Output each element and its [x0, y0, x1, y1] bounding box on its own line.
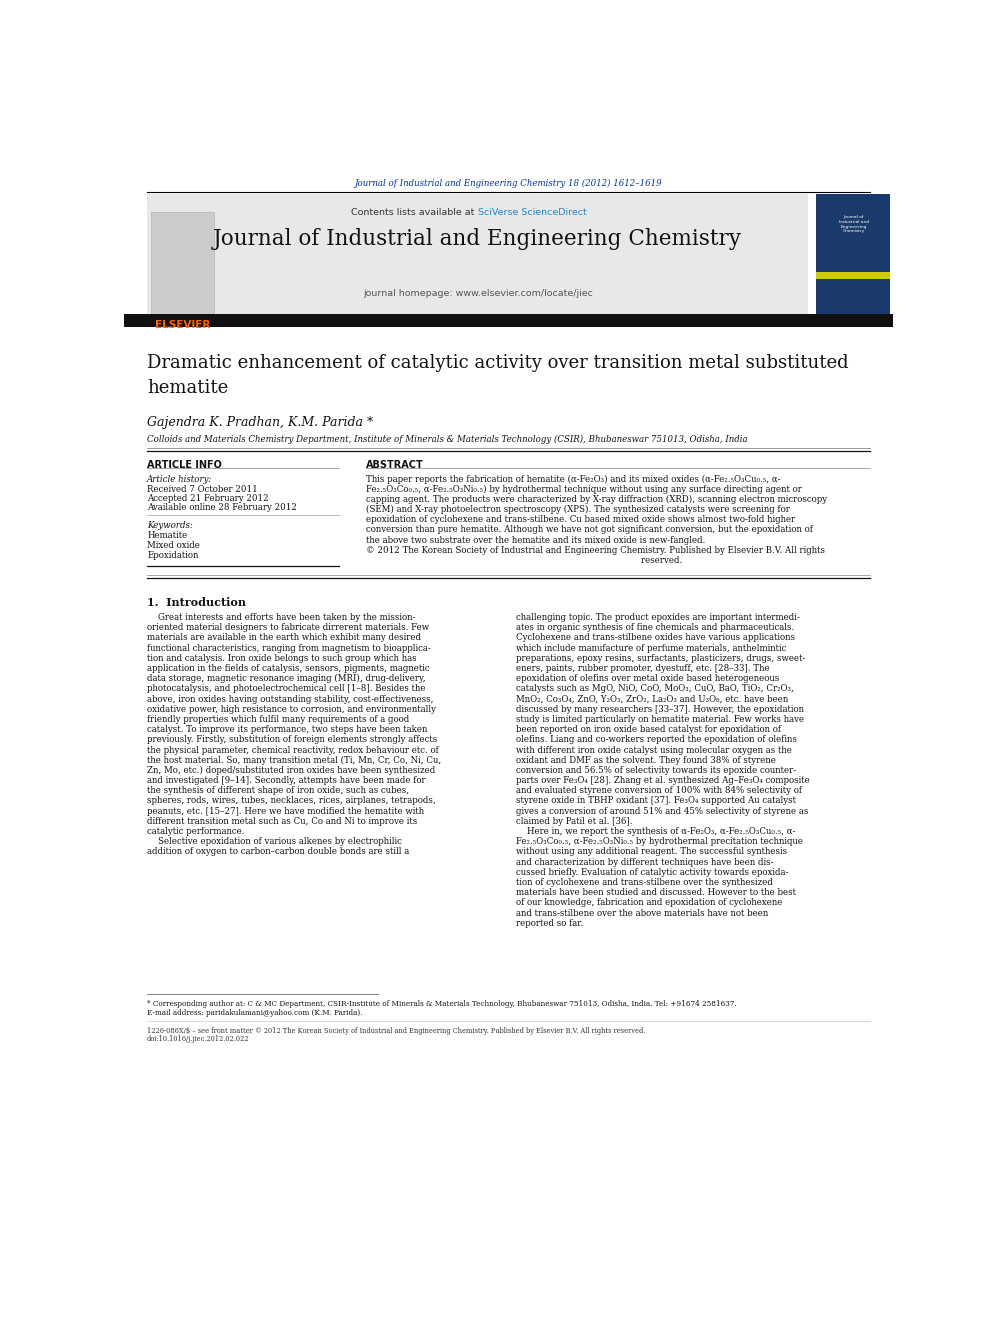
Text: spheres, rods, wires, tubes, necklaces, rices, airplanes, tetrapods,: spheres, rods, wires, tubes, necklaces, …	[147, 796, 435, 806]
Text: the above two substrate over the hematite and its mixed oxide is new-fangled.: the above two substrate over the hematit…	[366, 536, 705, 545]
Text: Mixed oxide: Mixed oxide	[147, 541, 200, 549]
Text: gives a conversion of around 51% and 45% selectivity of styrene as: gives a conversion of around 51% and 45%…	[516, 807, 808, 816]
Text: the host material. So, many transition metal (Ti, Mn, Cr, Co, Ni, Cu,: the host material. So, many transition m…	[147, 755, 441, 765]
Text: oriented material designers to fabricate dirrerent materials. Few: oriented material designers to fabricate…	[147, 623, 430, 632]
Text: doi:10.1016/j.jiec.2012.02.022: doi:10.1016/j.jiec.2012.02.022	[147, 1035, 250, 1043]
Text: functional characteristics, ranging from magnetism to bioapplica-: functional characteristics, ranging from…	[147, 644, 431, 652]
Text: Great interests and efforts have been taken by the mission-: Great interests and efforts have been ta…	[147, 613, 416, 622]
Text: friendly properties which fulfil many requirements of a good: friendly properties which fulfil many re…	[147, 714, 410, 724]
Text: ates in organic synthesis of fine chemicals and pharmaceuticals.: ates in organic synthesis of fine chemic…	[516, 623, 795, 632]
Text: claimed by Patil et al. [36].: claimed by Patil et al. [36].	[516, 816, 633, 826]
Text: ELSEVIER: ELSEVIER	[155, 320, 210, 329]
Text: Fe₂.₅O₃Co₀.₅, α-Fe₂.₅O₃Ni₀.₅) by hydrothermal technique without using any surfac: Fe₂.₅O₃Co₀.₅, α-Fe₂.₅O₃Ni₀.₅) by hydroth…	[366, 484, 803, 493]
Text: conversion and 56.5% of selectivity towards its epoxide counter-: conversion and 56.5% of selectivity towa…	[516, 766, 797, 775]
Text: the physical parameter, chemical reactivity, redox behaviour etc. of: the physical parameter, chemical reactiv…	[147, 746, 438, 754]
Text: application in the fields of catalysis, sensors, pigments, magnetic: application in the fields of catalysis, …	[147, 664, 430, 673]
Text: Journal of Industrial and Engineering Chemistry 18 (2012) 1612–1619: Journal of Industrial and Engineering Ch…	[354, 179, 663, 188]
Text: catalysts such as MgO, NiO, CoO, MoO₃, CuO, BaO, TiO₂, Cr₂O₃,: catalysts such as MgO, NiO, CoO, MoO₃, C…	[516, 684, 794, 693]
Text: above, iron oxides having outstanding stability, cost-effectiveness,: above, iron oxides having outstanding st…	[147, 695, 434, 704]
Text: epoxidation of olefins over metal oxide based heterogeneous: epoxidation of olefins over metal oxide …	[516, 675, 780, 683]
Text: Epoxidation: Epoxidation	[147, 550, 198, 560]
Bar	[124, 314, 893, 327]
Text: Dramatic enhancement of catalytic activity over transition metal substituted
hem: Dramatic enhancement of catalytic activi…	[147, 355, 849, 397]
Text: * Corresponding author at: C & MC Department, CSIR-Institute of Minerals & Mater: * Corresponding author at: C & MC Depart…	[147, 1000, 737, 1008]
Text: (SEM) and X-ray photoelectron spectroscopy (XPS). The synthesized catalysts were: (SEM) and X-ray photoelectron spectrosco…	[366, 505, 790, 515]
Text: oxidant and DMF as the solvent. They found 38% of styrene: oxidant and DMF as the solvent. They fou…	[516, 755, 776, 765]
Text: conversion than pure hematite. Although we have not got significant conversion, : conversion than pure hematite. Although …	[366, 525, 813, 534]
Text: E-mail address: paridakulamani@yahoo.com (K.M. Parida).: E-mail address: paridakulamani@yahoo.com…	[147, 1009, 362, 1017]
Text: previously. Firstly, substitution of foreign elements strongly affects: previously. Firstly, substitution of for…	[147, 736, 437, 745]
Text: Contents lists available at: Contents lists available at	[351, 208, 478, 217]
Text: photocatalysis, and photoelectrochemical cell [1–8]. Besides the: photocatalysis, and photoelectrochemical…	[147, 684, 426, 693]
Text: Available online 28 February 2012: Available online 28 February 2012	[147, 503, 297, 512]
Text: SciVerse ScienceDirect: SciVerse ScienceDirect	[478, 208, 586, 217]
Bar	[147, 194, 808, 320]
Text: without using any additional reagent. The successful synthesis: without using any additional reagent. Th…	[516, 848, 788, 856]
Text: capping agent. The products were characterized by X-ray diffraction (XRD), scann: capping agent. The products were charact…	[366, 495, 827, 504]
Text: with different iron oxide catalyst using molecular oxygen as the: with different iron oxide catalyst using…	[516, 746, 792, 754]
Text: 1226-086X/$ – see front matter © 2012 The Korean Society of Industrial and Engin: 1226-086X/$ – see front matter © 2012 Th…	[147, 1027, 646, 1035]
Text: and evaluated styrene conversion of 100% with 84% selectivity of: and evaluated styrene conversion of 100%…	[516, 786, 803, 795]
Text: reserved.: reserved.	[366, 556, 682, 565]
Text: Received 7 October 2011: Received 7 October 2011	[147, 484, 258, 493]
Text: © 2012 The Korean Society of Industrial and Engineering Chemistry. Published by : © 2012 The Korean Society of Industrial …	[366, 546, 825, 554]
Text: olefins. Liang and co-workers reported the epoxidation of olefins: olefins. Liang and co-workers reported t…	[516, 736, 797, 745]
Text: Journal of
Industrial and
Engineering
Chemistry: Journal of Industrial and Engineering Ch…	[838, 214, 869, 233]
Text: different transition metal such as Cu, Co and Ni to improve its: different transition metal such as Cu, C…	[147, 816, 418, 826]
Text: peanuts, etc. [15–27]. Here we have modified the hematite with: peanuts, etc. [15–27]. Here we have modi…	[147, 807, 425, 816]
Text: challenging topic. The product epoxides are important intermedi-: challenging topic. The product epoxides …	[516, 613, 800, 622]
Text: addition of oxygen to carbon–carbon double bonds are still a: addition of oxygen to carbon–carbon doub…	[147, 848, 410, 856]
Text: preparations, epoxy resins, surfactants, plasticizers, drugs, sweet-: preparations, epoxy resins, surfactants,…	[516, 654, 806, 663]
Text: Gajendra K. Pradhan, K.M. Parida *: Gajendra K. Pradhan, K.M. Parida *	[147, 417, 373, 430]
Text: and investigated [9–14]. Secondly, attempts have been made for: and investigated [9–14]. Secondly, attem…	[147, 777, 426, 785]
Bar	[815, 271, 891, 279]
Text: the synthesis of different shape of iron oxide, such as cubes,: the synthesis of different shape of iron…	[147, 786, 409, 795]
Text: This paper reports the fabrication of hematite (α-Fe₂O₃) and its mixed oxides (α: This paper reports the fabrication of he…	[366, 475, 781, 484]
Text: Keywords:: Keywords:	[147, 521, 192, 531]
Text: discussed by many researchers [33–37]. However, the epoxidation: discussed by many researchers [33–37]. H…	[516, 705, 805, 714]
Text: Journal of Industrial and Engineering Chemistry: Journal of Industrial and Engineering Ch…	[213, 228, 742, 250]
Text: data storage, magnetic resonance imaging (MRI), drug-delivery,: data storage, magnetic resonance imaging…	[147, 675, 426, 684]
Text: ABSTRACT: ABSTRACT	[366, 460, 424, 470]
Text: 1.  Introduction: 1. Introduction	[147, 597, 246, 607]
Text: journal homepage: www.elsevier.com/locate/jiec: journal homepage: www.elsevier.com/locat…	[363, 290, 592, 298]
Text: MnO₂, Co₃O₄, ZnO, Y₂O₃, ZrO₂, La₂O₃ and U₃O₈, etc. have been: MnO₂, Co₃O₄, ZnO, Y₂O₃, ZrO₂, La₂O₃ and …	[516, 695, 789, 704]
Text: epoxidation of cyclohexene and trans-stilbene. Cu based mixed oxide shows almost: epoxidation of cyclohexene and trans-sti…	[366, 515, 796, 524]
Text: Here in, we report the synthesis of α-Fe₂O₃, α-Fe₂.₅O₃Cu₀.₅, α-: Here in, we report the synthesis of α-Fe…	[516, 827, 796, 836]
Text: materials are available in the earth which exhibit many desired: materials are available in the earth whi…	[147, 634, 421, 643]
Text: Fe₂.₅O₃Co₀.₅, α-Fe₂.₅O₃Ni₀.₅ by hydrothermal precitation technique: Fe₂.₅O₃Co₀.₅, α-Fe₂.₅O₃Ni₀.₅ by hydrothe…	[516, 837, 804, 847]
Text: Cyclohexene and trans-stilbene oxides have various applications: Cyclohexene and trans-stilbene oxides ha…	[516, 634, 796, 643]
Text: eners, paints, rubber promoter, dyestuff, etc. [28–33]. The: eners, paints, rubber promoter, dyestuff…	[516, 664, 770, 673]
Text: and trans-stilbene over the above materials have not been: and trans-stilbene over the above materi…	[516, 909, 769, 918]
Text: tion and catalysis. Iron oxide belongs to such group which has: tion and catalysis. Iron oxide belongs t…	[147, 654, 417, 663]
Text: ARTICLE INFO: ARTICLE INFO	[147, 460, 222, 470]
Text: materials have been studied and discussed. However to the best: materials have been studied and discusse…	[516, 888, 797, 897]
Text: and characterization by different techniques have been dis-: and characterization by different techni…	[516, 857, 774, 867]
Bar	[151, 212, 214, 314]
Text: catalytic performance.: catalytic performance.	[147, 827, 245, 836]
Text: Selective epoxidation of various alkenes by electrophilic: Selective epoxidation of various alkenes…	[147, 837, 402, 847]
Text: oxidative power, high resistance to corrosion, and environmentally: oxidative power, high resistance to corr…	[147, 705, 436, 714]
Text: Colloids and Materials Chemistry Department, Institute of Minerals & Materials T: Colloids and Materials Chemistry Departm…	[147, 435, 748, 445]
Text: been reported on iron oxide based catalyst for epoxidation of: been reported on iron oxide based cataly…	[516, 725, 781, 734]
Text: study is limited particularly on hematite material. Few works have: study is limited particularly on hematit…	[516, 714, 805, 724]
Text: tion of cyclohexene and trans-stilbene over the synthesized: tion of cyclohexene and trans-stilbene o…	[516, 878, 773, 886]
Text: styrene oxide in TBHP oxidant [37]. Fe₃O₄ supported Au catalyst: styrene oxide in TBHP oxidant [37]. Fe₃O…	[516, 796, 797, 806]
Text: Hematite: Hematite	[147, 531, 187, 540]
Text: which include manufacture of perfume materials, anthelmintic: which include manufacture of perfume mat…	[516, 644, 787, 652]
Text: cussed briefly. Evaluation of catalytic activity towards epoxida-: cussed briefly. Evaluation of catalytic …	[516, 868, 789, 877]
Text: Zn, Mo, etc.) doped/substituted iron oxides have been synthesized: Zn, Mo, etc.) doped/substituted iron oxi…	[147, 766, 435, 775]
Text: reported so far.: reported so far.	[516, 918, 583, 927]
Text: catalyst. To improve its performance, two steps have been taken: catalyst. To improve its performance, tw…	[147, 725, 428, 734]
Bar	[815, 194, 891, 320]
Text: of our knowledge, fabrication and epoxidation of cyclohexene: of our knowledge, fabrication and epoxid…	[516, 898, 783, 908]
Text: Article history:: Article history:	[147, 475, 212, 484]
Text: Accepted 21 February 2012: Accepted 21 February 2012	[147, 493, 269, 503]
Text: parts over Fe₃O₄ [28]. Zhang et al. synthesized Ag–Fe₃O₄ composite: parts over Fe₃O₄ [28]. Zhang et al. synt…	[516, 777, 809, 785]
